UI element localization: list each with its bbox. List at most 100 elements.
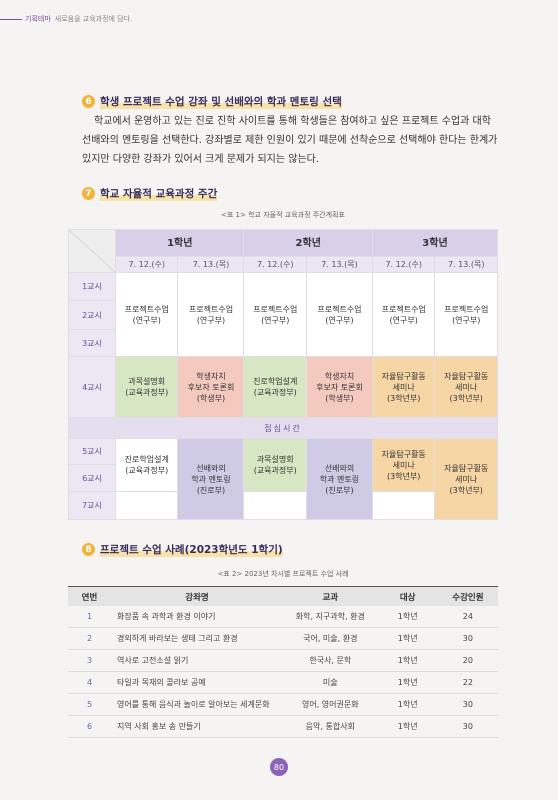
table-cell: 2 bbox=[68, 627, 111, 650]
section-title: 프로젝트 수업 사례(2023학년도 1학기) bbox=[100, 542, 283, 557]
period-row: 5교시 진로학업설계 (교육과정부) 선배와의 학과 멘토링 (진로부) 과목설명회 … bbox=[68, 438, 498, 520]
empty-cell bbox=[243, 491, 307, 520]
header-title: 새로움을 교육과정에 담다. bbox=[54, 15, 133, 23]
date-header: 7. 12.(수) bbox=[114, 256, 179, 273]
date-header: 7. 13.(목) bbox=[177, 256, 245, 273]
column-header: 교과 bbox=[283, 586, 378, 606]
schedule-cell: 선배와의 학과 멘토링 (진로부) bbox=[305, 438, 373, 520]
schedule-cell: 학생자치 후보자 토론회 (학생부) bbox=[177, 356, 245, 418]
table-cell: 영어, 영어권문화 bbox=[283, 693, 378, 716]
table-cell: 미술 bbox=[283, 671, 378, 694]
table-row: 6 지역 사회 홍보 송 만들기 음악, 통합사회 1학년 30 bbox=[68, 715, 498, 738]
table-row: 2 경외하게 바라보는 생태 그리고 환경 국어, 미술, 환경 1학년 30 bbox=[68, 627, 498, 650]
table-caption: <표 2> 2023년 차시별 프로젝트 수업 사례 bbox=[217, 570, 349, 578]
running-header: 기획테마 새로움을 교육과정에 담다. bbox=[0, 14, 132, 24]
table-cell: 20 bbox=[437, 649, 498, 672]
period-label: 4교시 bbox=[68, 356, 116, 418]
table-cell: 22 bbox=[437, 671, 498, 694]
table-cell: 1학년 bbox=[377, 671, 438, 694]
date-header: 7. 13.(목) bbox=[305, 256, 373, 273]
corner-cell bbox=[68, 229, 116, 273]
period-row: 6교시 bbox=[68, 464, 498, 492]
table-cell: 6 bbox=[68, 715, 111, 738]
table-row: 3 역사로 고전소설 읽기 한국사, 문학 1학년 20 bbox=[68, 649, 498, 672]
schedule-table: 1학년 2학년 3학년 7. 12.(수) 7. 13.(목) 7. 12.(수) 7. 1… bbox=[68, 229, 499, 520]
column-header: 대상 bbox=[377, 586, 438, 606]
schedule-cell: 학생자치 후보자 토론회 (학생부) bbox=[305, 356, 373, 418]
column-header: 강좌명 bbox=[111, 586, 283, 606]
empty-cell bbox=[371, 491, 436, 520]
section-number: 8 bbox=[82, 543, 95, 556]
period-label: 5교시 bbox=[68, 438, 116, 465]
table-cell: 1학년 bbox=[377, 693, 438, 716]
period-row: 2교시 bbox=[68, 300, 498, 330]
table-cell: 역사로 고전소설 읽기 bbox=[111, 649, 283, 672]
course-table: 연번 강좌명 교과 대상 수강인원 1 화장품 속 과학과 환경 이야기 화학, 지구과학, … bbox=[68, 586, 498, 738]
lunch-cell: 점심시간 bbox=[68, 417, 498, 439]
empty-cell bbox=[114, 491, 179, 520]
period-row: 1교시 프로젝트수업 (연구부) 프로젝트수업 (연구부) 프로젝트수업 (연구부) 프… bbox=[68, 272, 498, 357]
table-cell: 30 bbox=[437, 693, 498, 716]
section-heading: 7 학교 자율적 교육과정 주간 bbox=[82, 186, 218, 201]
table-cell: 한국사, 문학 bbox=[283, 649, 378, 672]
schedule-cell: 프로젝트수업 (연구부) bbox=[305, 272, 373, 357]
section-heading: 8 프로젝트 수업 사례(2023학년도 1학기) bbox=[82, 542, 283, 557]
schedule-cell: 프로젝트수업 (연구부) bbox=[114, 272, 179, 357]
table-cell: 영어를 통해 음식과 놀이로 알아보는 세계문화 bbox=[111, 693, 283, 716]
schedule-cell: 프로젝트수업 (연구부) bbox=[177, 272, 245, 357]
table-cell: 화장품 속 과학과 환경 이야기 bbox=[111, 606, 283, 628]
period-row: 3교시 bbox=[68, 329, 498, 357]
table-cell: 1학년 bbox=[377, 649, 438, 672]
date-header: 7. 12.(수) bbox=[371, 256, 436, 273]
schedule-cell: 자율탐구활동 세미나 (3학년부) bbox=[371, 438, 436, 492]
table-cell: 타일과 목재의 콜라보 공예 bbox=[111, 671, 283, 694]
table-row: 4 타일과 목재의 콜라보 공예 미술 1학년 22 bbox=[68, 671, 498, 694]
schedule-cell: 과목설명회 (교육과정부) bbox=[243, 438, 307, 492]
schedule-cell: 프로젝트수업 (연구부) bbox=[371, 272, 436, 357]
table-cell: 24 bbox=[437, 606, 498, 628]
period-label: 3교시 bbox=[68, 329, 116, 357]
table-cell: 1학년 bbox=[377, 606, 438, 628]
section-number: 6 bbox=[82, 95, 95, 108]
table-cell: 3 bbox=[68, 649, 111, 672]
date-row: 7. 12.(수) 7. 13.(목) 7. 12.(수) 7. 13.(목) 7. 1… bbox=[69, 256, 498, 273]
column-header: 수강인원 bbox=[437, 586, 498, 606]
table-row: 5 영어를 통해 음식과 놀이로 알아보는 세계문화 영어, 영어권문화 1학년 30 bbox=[68, 693, 498, 716]
table-row: 1 화장품 속 과학과 환경 이야기 화학, 지구과학, 환경 1학년 24 bbox=[68, 606, 498, 628]
table-cell: 경외하게 바라보는 생태 그리고 환경 bbox=[111, 627, 283, 650]
schedule-cell: 프로젝트수업 (연구부) bbox=[243, 272, 307, 357]
section-heading: 6 학생 프로젝트 수업 강좌 및 선배와의 학과 멘토링 선택 bbox=[82, 94, 342, 109]
schedule-cell: 진로학업설계 (교육과정부) bbox=[114, 438, 179, 492]
schedule-cell: 자율탐구활동 세미나 (3학년부) bbox=[434, 438, 498, 520]
schedule-cell: 과목설명회 (교육과정부) bbox=[114, 356, 179, 418]
schedule-cell: 자율탐구활동 세미나 (3학년부) bbox=[371, 356, 436, 418]
table-caption: <표 1> 학교 자율적 교육과정 주간계획표 bbox=[221, 211, 345, 219]
grade-header: 2학년 bbox=[243, 229, 373, 257]
period-label: 2교시 bbox=[68, 300, 116, 330]
table-cell: 30 bbox=[437, 715, 498, 738]
period-label: 1교시 bbox=[68, 272, 116, 301]
period-row: 7교시 bbox=[68, 491, 498, 520]
header-row: 연번 강좌명 교과 대상 수강인원 bbox=[68, 586, 498, 606]
table-cell: 지역 사회 홍보 송 만들기 bbox=[111, 715, 283, 738]
header-category: 기획테마 bbox=[25, 15, 51, 23]
header-row: 1학년 2학년 3학년 bbox=[68, 229, 499, 273]
table-cell: 5 bbox=[68, 693, 111, 716]
page-number: 80 bbox=[270, 758, 288, 776]
period-row: 4교시 과목설명회 (교육과정부) 학생자치 후보자 토론회 (학생부) 진로학업설계… bbox=[68, 356, 498, 418]
schedule-cell: 진로학업설계 (교육과정부) bbox=[243, 356, 307, 418]
header-line bbox=[0, 18, 22, 20]
date-header: 7. 13.(목) bbox=[434, 256, 498, 273]
period-label: 7교시 bbox=[68, 491, 116, 520]
section-number: 7 bbox=[82, 187, 95, 200]
table-cell: 1학년 bbox=[377, 627, 438, 650]
paragraph: 학교에서 운영하고 있는 진로 진학 사이트를 통해 학생들은 참여하고 싶은 … bbox=[82, 116, 498, 165]
schedule-cell: 자율탐구활동 세미나 (3학년부) bbox=[434, 356, 498, 418]
lunch-row: 점심시간 bbox=[68, 417, 498, 439]
section-title: 학생 프로젝트 수업 강좌 및 선배와의 학과 멘토링 선택 bbox=[100, 94, 342, 109]
table-cell: 4 bbox=[68, 671, 111, 694]
table-cell: 1 bbox=[68, 606, 111, 628]
table-cell: 30 bbox=[437, 627, 498, 650]
date-header: 7. 12.(수) bbox=[243, 256, 307, 273]
